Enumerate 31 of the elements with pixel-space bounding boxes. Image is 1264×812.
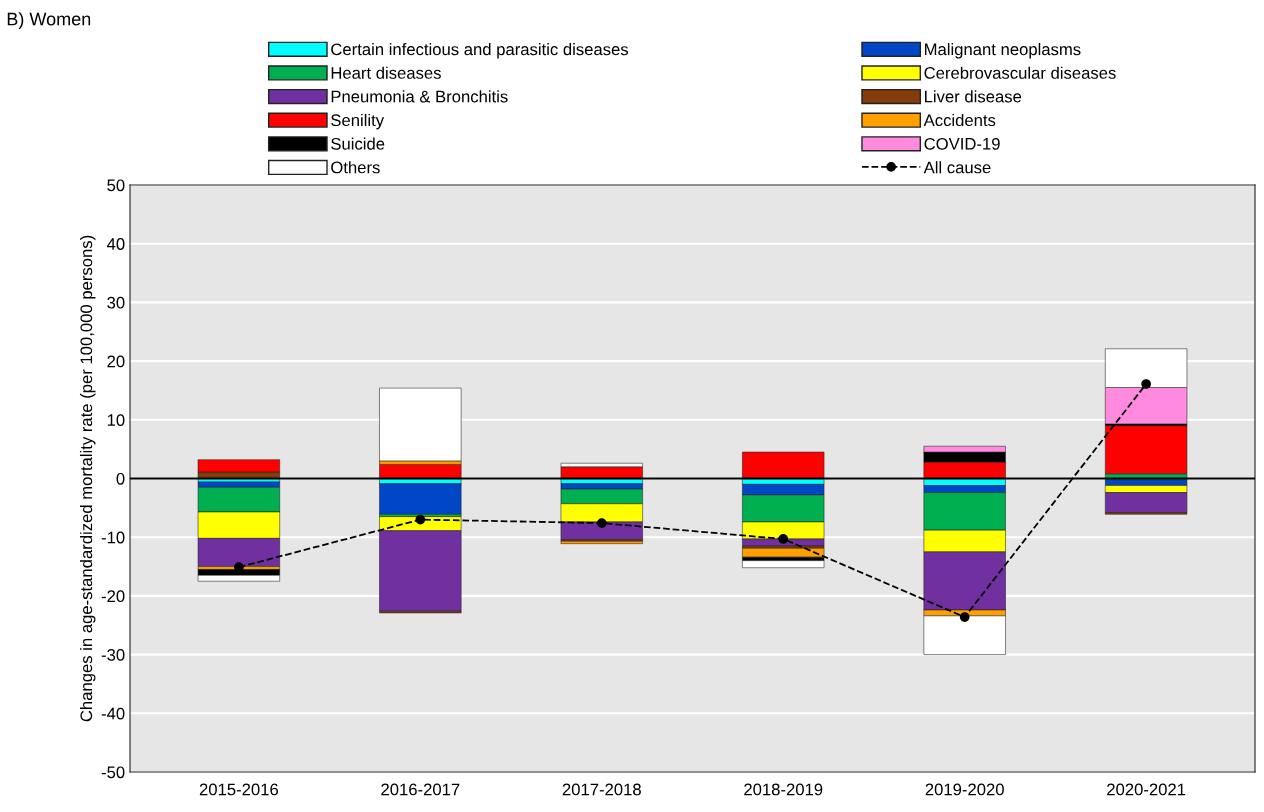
x-tick-label: 2020-2021	[1107, 783, 1186, 796]
legend-label: Others	[331, 161, 380, 174]
legend-label: COVID-19	[924, 137, 1000, 150]
chart-title: B) Women	[7, 12, 91, 29]
x-tick-label: 2016-2017	[381, 783, 460, 796]
y-tick-label: 40	[106, 238, 125, 250]
y-axis-title: Changes in age-standardized mortality rate (per 100,000 persons)	[79, 235, 96, 722]
legend-label: All cause	[923, 161, 991, 174]
y-tick-label: 10	[107, 414, 125, 426]
y-tick-label: 50	[107, 179, 125, 192]
x-tick-label: 2015-2016	[199, 783, 278, 796]
legend-label: Certain infectious and parasitic diseases	[331, 43, 629, 59]
legend-label: Heart diseases	[331, 66, 441, 79]
x-tick-label: 2019-2020	[925, 783, 1004, 796]
y-tick-label: 20	[107, 355, 125, 368]
y-tick-label: -40	[101, 707, 125, 720]
legend-label: Liver disease	[925, 90, 1022, 103]
y-tick-label: 0	[116, 472, 125, 485]
legend-label: Cerebrovascular diseases	[924, 66, 1116, 79]
y-tick-label: -10	[101, 531, 125, 544]
legend-label: Pneumonia & Bronchitis	[331, 90, 508, 103]
y-tick-label: -20	[101, 590, 125, 603]
y-tick-label: -50	[101, 766, 125, 779]
legend-label: Accidents	[923, 113, 996, 127]
legend-label: Suicide	[331, 137, 385, 150]
y-tick-label: -30	[101, 649, 125, 661]
y-tick-label: 30	[107, 296, 125, 309]
x-tick-label: 2018-2019	[744, 783, 823, 796]
x-tick-label: 2017-2018	[562, 783, 641, 796]
legend-label: Senility	[331, 113, 385, 130]
legend-label: Malignant neoplasms	[925, 43, 1081, 59]
